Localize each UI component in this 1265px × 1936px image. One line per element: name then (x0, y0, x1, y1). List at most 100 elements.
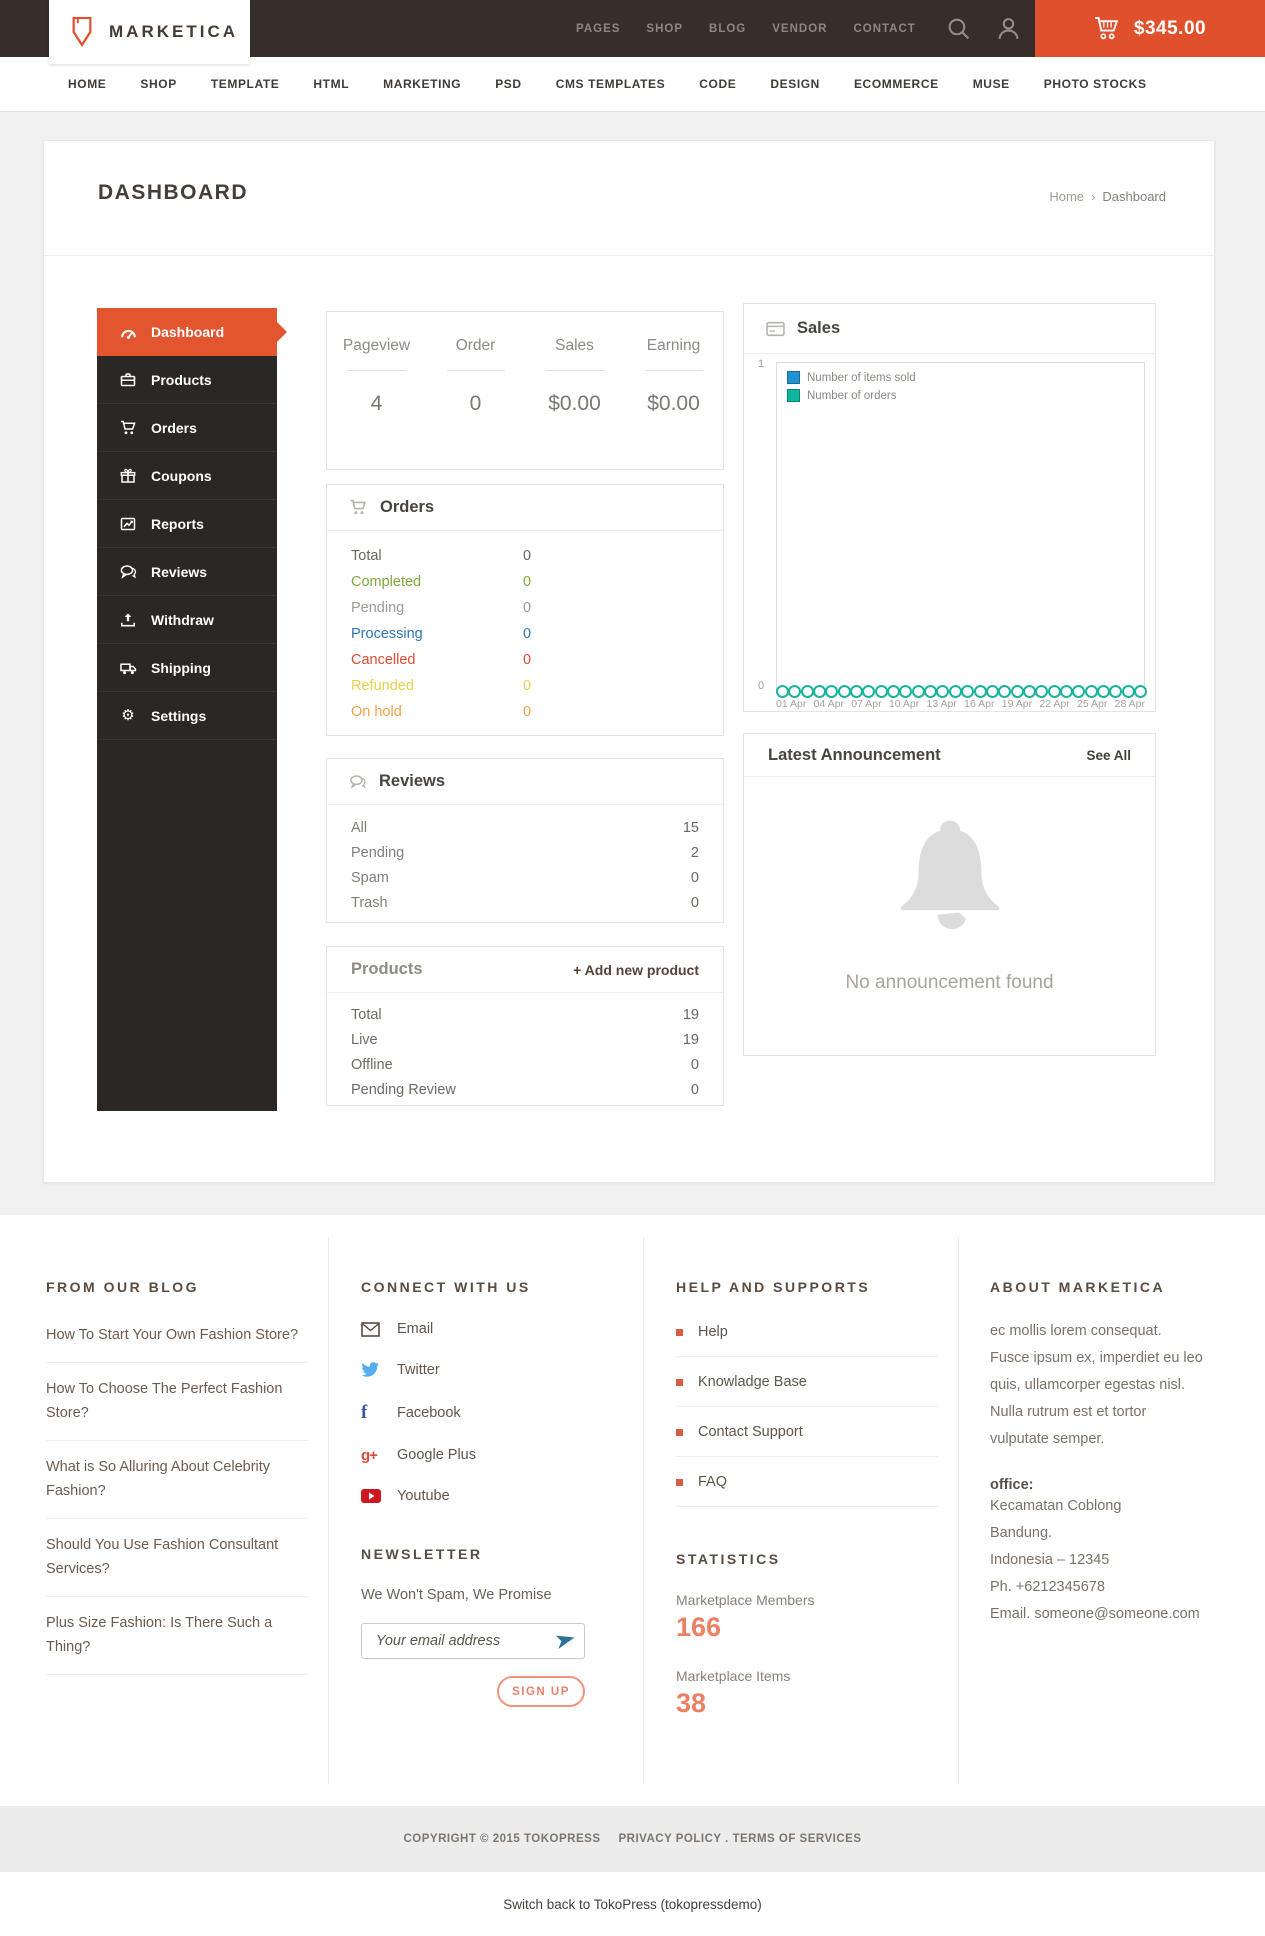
social-link-youtube[interactable]: Youtube (361, 1488, 623, 1504)
search-icon[interactable] (946, 16, 971, 41)
review-status-link[interactable]: All (351, 819, 368, 836)
sidebar-item-shipping[interactable]: Shipping (97, 644, 277, 692)
footer-connect-column: CONNECT WITH US Email Twitter f Facebo (361, 1279, 623, 1707)
sidebar-item-settings[interactable]: ⚙ Settings (97, 692, 277, 740)
newsletter-email-input[interactable] (361, 1623, 585, 1659)
reviews-panel-header: Reviews (327, 759, 723, 805)
blog-post-link[interactable]: Should You Use Fashion Consultant Servic… (46, 1519, 308, 1597)
nav-html[interactable]: HTML (313, 77, 350, 91)
announcement-panel-header: Latest Announcement See All (744, 734, 1155, 777)
review-status-link[interactable]: Trash (351, 894, 388, 911)
orders-panel-header: Orders (327, 485, 723, 531)
product-status-count: 19 (682, 1006, 699, 1023)
product-status-link[interactable]: Offline (351, 1056, 393, 1073)
x-axis-tick: 10 Apr (888, 698, 920, 710)
address-line: Ph. +6212345678 (990, 1579, 1105, 1595)
blog-post-link[interactable]: How To Choose The Perfect Fashion Store? (46, 1363, 308, 1441)
social-link-google-plus[interactable]: g+ Google Plus (361, 1447, 623, 1463)
cart-icon (1094, 16, 1121, 41)
breadcrumb-home[interactable]: Home (1049, 189, 1085, 204)
sidebar-item-reviews[interactable]: Reviews (97, 548, 277, 596)
footer-heading: CONNECT WITH US (361, 1279, 531, 1295)
help-link-knowledge-base[interactable]: Knowladge Base (676, 1357, 938, 1407)
chart-point (874, 685, 888, 698)
sidebar-item-coupons[interactable]: Coupons (97, 452, 277, 500)
header-nav-vendor[interactable]: VENDOR (772, 22, 828, 35)
order-status-link[interactable]: On hold (351, 704, 402, 720)
sidebar-item-dashboard[interactable]: Dashboard (97, 308, 287, 356)
header-nav-blog[interactable]: BLOG (709, 22, 747, 35)
chart-point (776, 685, 789, 698)
product-status-link[interactable]: Live (351, 1031, 378, 1048)
x-axis-tick: 22 Apr (1039, 698, 1070, 710)
help-link-faq[interactable]: FAQ (676, 1457, 938, 1507)
footer-heading: HELP AND SUPPORTS (676, 1279, 871, 1295)
sidebar-item-products[interactable]: Products (97, 356, 277, 404)
order-status-link[interactable]: Completed (351, 574, 422, 590)
product-status-link[interactable]: Total (351, 1006, 382, 1023)
blog-post-list: How To Start Your Own Fashion Store? How… (46, 1309, 308, 1675)
dashboard-icon (119, 324, 137, 341)
user-account-icon[interactable] (996, 16, 1021, 41)
header-nav-shop[interactable]: SHOP (646, 22, 684, 35)
brand-logo[interactable]: MARKETICA (49, 0, 250, 64)
nav-design[interactable]: DESIGN (770, 77, 820, 91)
chart-point (985, 685, 999, 698)
order-status-link[interactable]: Pending (351, 600, 405, 616)
add-new-product-button[interactable]: + Add new product (573, 961, 699, 978)
about-text: ec mollis lorem consequat. Fusce ipsum e… (990, 1323, 1203, 1447)
review-status-link[interactable]: Pending (351, 844, 405, 861)
legal-links[interactable]: PRIVACY POLICY . TERMS OF SERVICES (618, 1833, 862, 1845)
sidebar-item-orders[interactable]: Orders (97, 404, 277, 452)
order-status-link[interactable]: Refunded (351, 678, 414, 694)
sidebar-item-label: Withdraw (151, 611, 214, 628)
switch-back-link[interactable]: Switch back to TokoPress (tokopressdemo) (503, 1896, 762, 1912)
nav-photo-stocks[interactable]: PHOTO STOCKS (1043, 77, 1147, 91)
order-status-link[interactable]: Cancelled (351, 652, 416, 668)
x-axis-tick: 13 Apr (926, 698, 957, 710)
nav-ecommerce[interactable]: ECOMMERCE (853, 77, 939, 91)
footer-divider (643, 1237, 644, 1784)
order-status-link[interactable]: Total (351, 548, 382, 564)
order-status-row: Pending 0 (327, 595, 723, 621)
header-nav-pages[interactable]: PAGES (576, 22, 621, 35)
order-status-link[interactable]: Processing (351, 626, 423, 642)
order-status-count: 0 (523, 704, 532, 720)
chart-point (1022, 685, 1036, 698)
nav-muse[interactable]: MUSE (972, 77, 1010, 91)
blog-post-link[interactable]: Plus Size Fashion: Is There Such a Thing… (46, 1597, 308, 1675)
review-status-link[interactable]: Spam (351, 869, 389, 886)
nav-psd[interactable]: PSD (495, 77, 522, 91)
sidebar-item-withdraw[interactable]: Withdraw (97, 596, 277, 644)
product-status-link[interactable]: Pending Review (351, 1081, 456, 1098)
cart-button[interactable]: $345.00 (1035, 0, 1265, 57)
stat-earning: Earning $0.00 (624, 312, 723, 469)
header-nav-contact[interactable]: CONTACT (853, 22, 916, 35)
social-link-facebook[interactable]: f Facebook (361, 1403, 623, 1422)
social-label: Youtube (397, 1488, 450, 1504)
address-line: Indonesia – 12345 (990, 1552, 1110, 1568)
help-link-contact-support[interactable]: Contact Support (676, 1407, 938, 1457)
review-status-row: Trash 0 (327, 890, 723, 915)
social-link-email[interactable]: Email (361, 1321, 623, 1337)
help-link-help[interactable]: Help (676, 1307, 938, 1357)
product-status-row: Live 19 (327, 1027, 723, 1052)
signup-button[interactable]: SIGN UP (497, 1676, 585, 1707)
panel-title: Orders (380, 498, 435, 516)
sidebar-item-label: Settings (151, 707, 207, 724)
nav-home[interactable]: HOME (68, 77, 107, 91)
x-axis-tick: 01 Apr (776, 698, 807, 710)
nav-code[interactable]: CODE (699, 77, 737, 91)
nav-marketing[interactable]: MARKETING (383, 77, 462, 91)
statistic-value: 166 (676, 1612, 722, 1642)
legend-swatch-orders (787, 389, 800, 402)
social-link-twitter[interactable]: Twitter (361, 1362, 623, 1378)
see-all-link[interactable]: See All (1086, 747, 1131, 763)
nav-cms-templates[interactable]: CMS TEMPLATES (555, 77, 666, 91)
blog-post-link[interactable]: What is So Alluring About Celebrity Fash… (46, 1441, 308, 1519)
nav-template[interactable]: TEMPLATE (210, 77, 280, 91)
breadcrumb-separator: › (1091, 189, 1096, 204)
nav-shop[interactable]: SHOP (140, 77, 177, 91)
blog-post-link[interactable]: How To Start Your Own Fashion Store? (46, 1309, 308, 1363)
sidebar-item-reports[interactable]: Reports (97, 500, 277, 548)
